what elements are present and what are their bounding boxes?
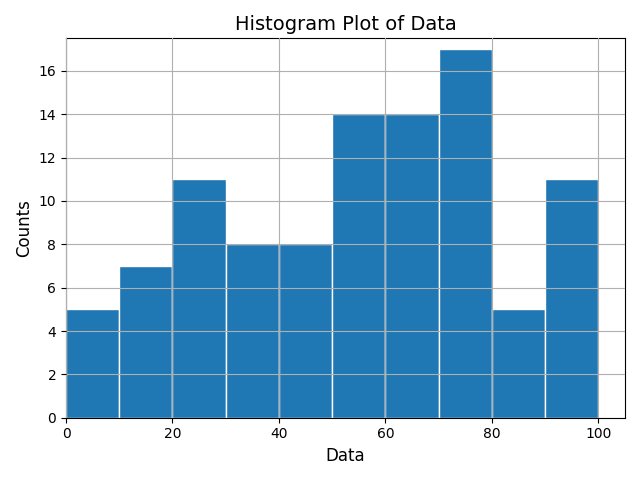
Bar xyxy=(119,266,173,418)
Bar xyxy=(438,49,492,418)
X-axis label: Data: Data xyxy=(326,447,365,465)
Bar xyxy=(66,309,119,418)
Title: Histogram Plot of Data: Histogram Plot of Data xyxy=(235,15,456,34)
Bar xyxy=(226,244,279,418)
Y-axis label: Counts: Counts xyxy=(15,199,33,257)
Bar xyxy=(279,244,332,418)
Bar xyxy=(332,114,385,418)
Bar xyxy=(173,179,226,418)
Bar xyxy=(492,309,545,418)
Bar xyxy=(545,179,598,418)
Bar xyxy=(385,114,438,418)
